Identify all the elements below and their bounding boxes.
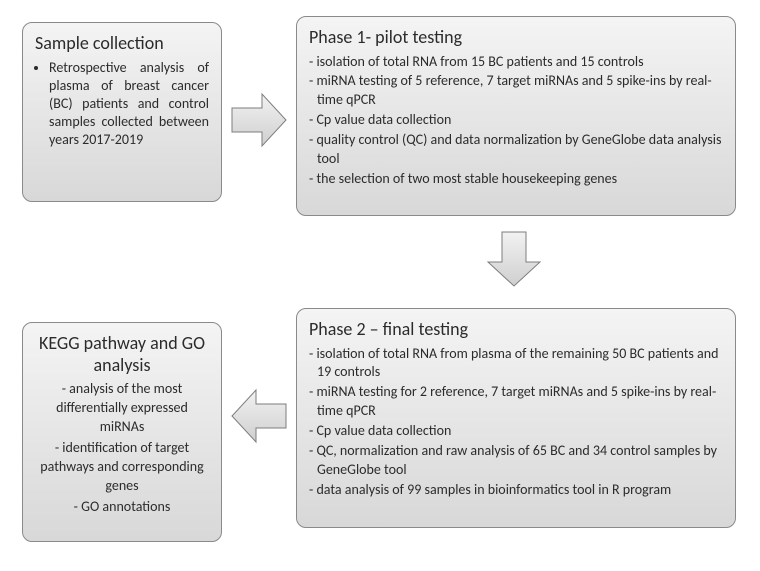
box-sample-title: Sample collection: [35, 33, 209, 55]
box-phase1-items: isolation of total RNA from 15 BC patien…: [309, 53, 723, 189]
box-phase1-title: Phase 1- pilot testing: [309, 27, 723, 49]
box-phase2-item: isolation of total RNA from plasma of th…: [309, 345, 723, 383]
box-phase2-item: miRNA testing for 2 reference, 7 target …: [309, 383, 723, 421]
box-kegg-item: GO annotations: [35, 498, 209, 517]
box-kegg-item: analysis of the most differentially expr…: [35, 380, 209, 437]
box-phase2-items: isolation of total RNA from plasma of th…: [309, 345, 723, 500]
box-kegg-go: KEGG pathway and GO analysis analysis of…: [22, 322, 222, 542]
box-sample-item: Retrospective analysis of plasma of brea…: [49, 59, 209, 150]
arrow-right-icon: [230, 92, 288, 148]
box-phase1: Phase 1- pilot testing isolation of tota…: [296, 16, 736, 216]
box-phase2: Phase 2 – final testing isolation of tot…: [296, 308, 736, 528]
box-phase1-item: quality control (QC) and data normalizat…: [309, 131, 723, 169]
box-phase2-item: Cp value data collection: [309, 422, 723, 441]
box-kegg-items: analysis of the most differentially expr…: [35, 380, 209, 516]
box-kegg-title: KEGG pathway and GO analysis: [35, 333, 209, 376]
box-phase2-item: data analysis of 99 samples in bioinform…: [309, 481, 723, 500]
box-phase2-item: QC, normalization and raw analysis of 65…: [309, 442, 723, 480]
box-phase1-item: the selection of two most stable houseke…: [309, 170, 723, 189]
box-sample-items: Retrospective analysis of plasma of brea…: [35, 59, 209, 150]
arrow-left-icon: [230, 388, 288, 444]
box-sample-collection: Sample collection Retrospective analysis…: [22, 22, 222, 202]
arrow-down-icon: [486, 230, 542, 288]
box-phase2-title: Phase 2 – final testing: [309, 319, 723, 341]
box-phase1-item: isolation of total RNA from 15 BC patien…: [309, 53, 723, 72]
box-phase1-item: miRNA testing of 5 reference, 7 target m…: [309, 72, 723, 110]
box-kegg-item: identification of target pathways and co…: [35, 439, 209, 496]
box-phase1-item: Cp value data collection: [309, 111, 723, 130]
